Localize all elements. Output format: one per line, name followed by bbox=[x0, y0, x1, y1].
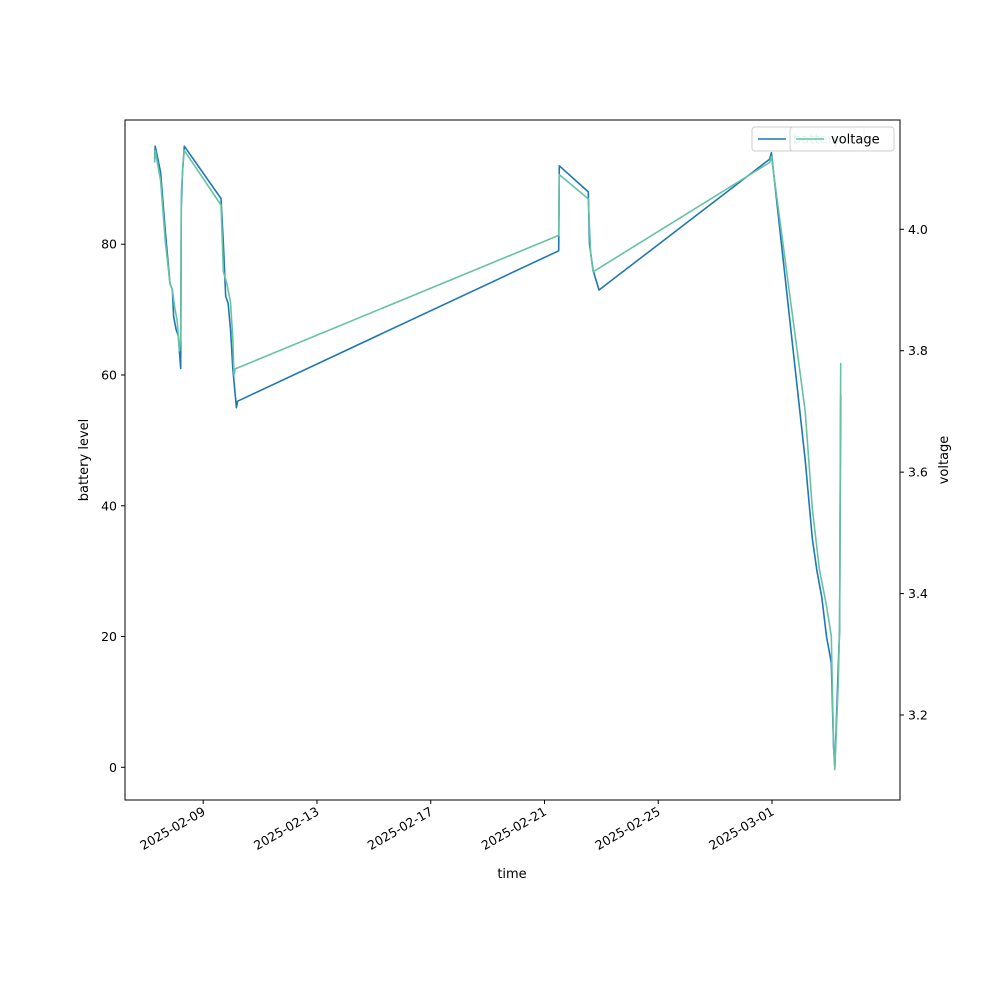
y-tick-label: 0 bbox=[109, 760, 117, 775]
plot-frame bbox=[124, 119, 901, 801]
y2-tick-label: 3.6 bbox=[908, 465, 928, 480]
x-axis-label: time bbox=[497, 867, 526, 882]
y2-tick-label: 3.2 bbox=[908, 708, 928, 723]
y-tick-label: 60 bbox=[101, 368, 117, 383]
y2-tick-label: 3.8 bbox=[908, 343, 928, 358]
y-axis-right: 3.2 3.4 3.6 3.8 4.0 bbox=[900, 222, 928, 723]
legend-label-voltage: voltage bbox=[831, 133, 880, 148]
y2-tick-label: 4.0 bbox=[908, 222, 928, 237]
series-line-voltage bbox=[153, 149, 842, 771]
y-tick-label: 80 bbox=[101, 237, 117, 252]
y2-axis-label: voltage bbox=[937, 436, 952, 485]
legend-box bbox=[789, 126, 895, 152]
legend-voltage: voltage bbox=[789, 126, 895, 152]
y-tick-label: 20 bbox=[101, 629, 117, 644]
y-axis-label: battery level bbox=[77, 419, 92, 502]
y-axis-left: 0 20 40 60 80 bbox=[101, 237, 125, 775]
y2-tick-label: 3.4 bbox=[908, 586, 928, 601]
y-tick-label: 40 bbox=[101, 498, 117, 513]
series-line-battery bbox=[153, 145, 842, 769]
